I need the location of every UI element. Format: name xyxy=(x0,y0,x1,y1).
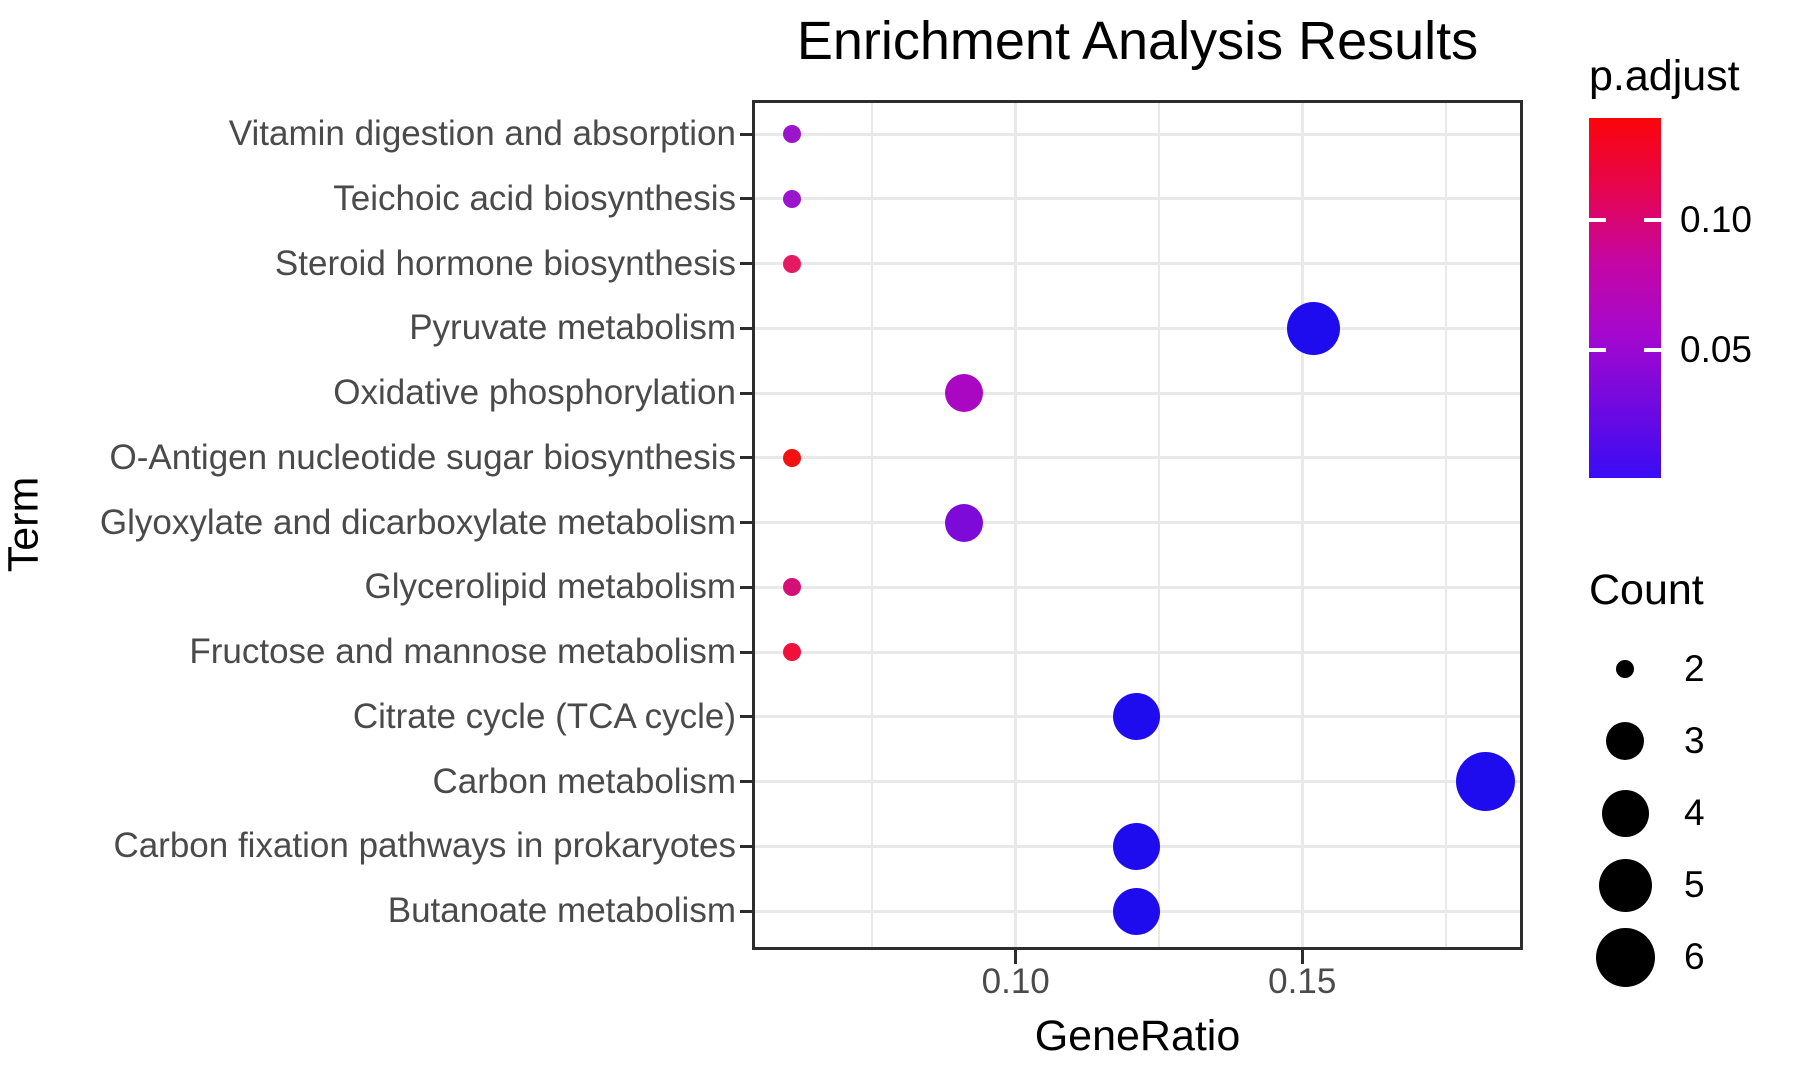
count-legend-dot xyxy=(1601,789,1649,837)
y-tick xyxy=(740,650,754,654)
data-point xyxy=(783,125,802,143)
y-tick-label: Carbon metabolism xyxy=(432,761,736,801)
data-point xyxy=(1456,752,1516,811)
y-tick-label: Glyoxylate and dicarboxylate metabolism xyxy=(99,502,736,542)
data-point xyxy=(1287,301,1341,355)
minor-gridline xyxy=(1157,103,1160,947)
x-tick-label: 0.10 xyxy=(981,962,1050,1001)
count-legend-label: 5 xyxy=(1684,864,1705,906)
count-legend-label: 3 xyxy=(1684,720,1705,762)
y-tick xyxy=(740,585,754,589)
data-point xyxy=(1112,693,1160,741)
size-legend-title: Count xyxy=(1589,566,1704,614)
y-tick-label: Citrate cycle (TCA cycle) xyxy=(352,696,736,736)
row-gridline xyxy=(755,391,1520,395)
x-tick xyxy=(1014,950,1018,964)
y-tick-label: Fructose and mannose metabolism xyxy=(189,632,736,671)
data-point xyxy=(1112,822,1160,870)
y-tick xyxy=(740,909,754,913)
y-tick-label: Glycerolipid metabolism xyxy=(364,567,736,607)
y-axis-title: Term xyxy=(0,476,48,573)
y-tick xyxy=(740,456,754,460)
row-gridline xyxy=(755,585,1520,589)
padjust-colorbar xyxy=(1589,118,1661,478)
y-tick-label: Butanoate metabolism xyxy=(387,891,736,930)
colorbar-tick-label: 0.10 xyxy=(1680,198,1753,240)
y-tick-label: O-Antigen nucleotide sugar biosynthesis xyxy=(109,437,736,477)
y-tick-label: Oxidative phosphorylation xyxy=(333,373,736,412)
major-gridline xyxy=(1014,103,1018,947)
plot-panel xyxy=(755,103,1520,947)
colorbar-tick-right xyxy=(1644,347,1661,352)
count-legend-dot xyxy=(1595,927,1655,987)
colorbar-tick-left xyxy=(1589,347,1606,352)
y-tick xyxy=(740,326,754,330)
data-point xyxy=(783,448,802,467)
y-tick xyxy=(740,780,754,783)
chart-title: Enrichment Analysis Results xyxy=(796,11,1479,71)
colorbar-tick-left xyxy=(1589,217,1606,222)
y-tick xyxy=(740,521,754,524)
row-gridline xyxy=(755,521,1520,524)
data-point xyxy=(783,643,802,661)
count-legend-dot xyxy=(1606,722,1644,761)
data-point xyxy=(783,189,802,208)
x-tick xyxy=(1300,950,1304,964)
data-point xyxy=(783,578,802,597)
x-axis-title: GeneRatio xyxy=(1034,1012,1241,1060)
row-gridline xyxy=(755,197,1520,201)
y-tick-label: Pyruvate metabolism xyxy=(409,308,736,348)
y-tick-label: Carbon fixation pathways in prokaryotes xyxy=(113,826,736,866)
row-gridline xyxy=(755,650,1520,654)
count-legend-dot xyxy=(1598,858,1652,912)
y-tick xyxy=(740,262,754,265)
major-gridline xyxy=(1300,103,1304,947)
row-gridline xyxy=(755,132,1520,136)
x-tick-label: 0.15 xyxy=(1268,962,1337,1001)
colorbar-tick-right xyxy=(1644,217,1661,222)
minor-gridline xyxy=(871,103,874,947)
row-gridline xyxy=(755,326,1520,330)
data-point xyxy=(945,374,984,412)
count-legend-dot xyxy=(1616,660,1634,678)
count-legend-label: 2 xyxy=(1684,648,1705,689)
y-tick-label: Teichoic acid biosynthesis xyxy=(333,178,736,218)
y-tick xyxy=(740,715,754,719)
color-legend-title: p.adjust xyxy=(1589,52,1740,100)
data-point xyxy=(945,503,984,542)
y-tick xyxy=(740,132,754,136)
y-tick-label: Steroid hormone biosynthesis xyxy=(274,243,736,283)
count-legend-label: 4 xyxy=(1684,792,1705,834)
y-tick xyxy=(740,391,754,395)
count-legend-label: 6 xyxy=(1684,936,1705,978)
y-tick xyxy=(740,844,754,848)
data-point xyxy=(1112,887,1160,935)
colorbar-tick-label: 0.05 xyxy=(1680,328,1753,370)
y-tick xyxy=(740,197,754,201)
row-gridline xyxy=(755,780,1520,783)
row-gridline xyxy=(755,262,1520,265)
data-point xyxy=(783,254,802,273)
y-tick-label: Vitamin digestion and absorption xyxy=(228,114,736,153)
minor-gridline xyxy=(1444,103,1447,947)
row-gridline xyxy=(755,456,1520,460)
